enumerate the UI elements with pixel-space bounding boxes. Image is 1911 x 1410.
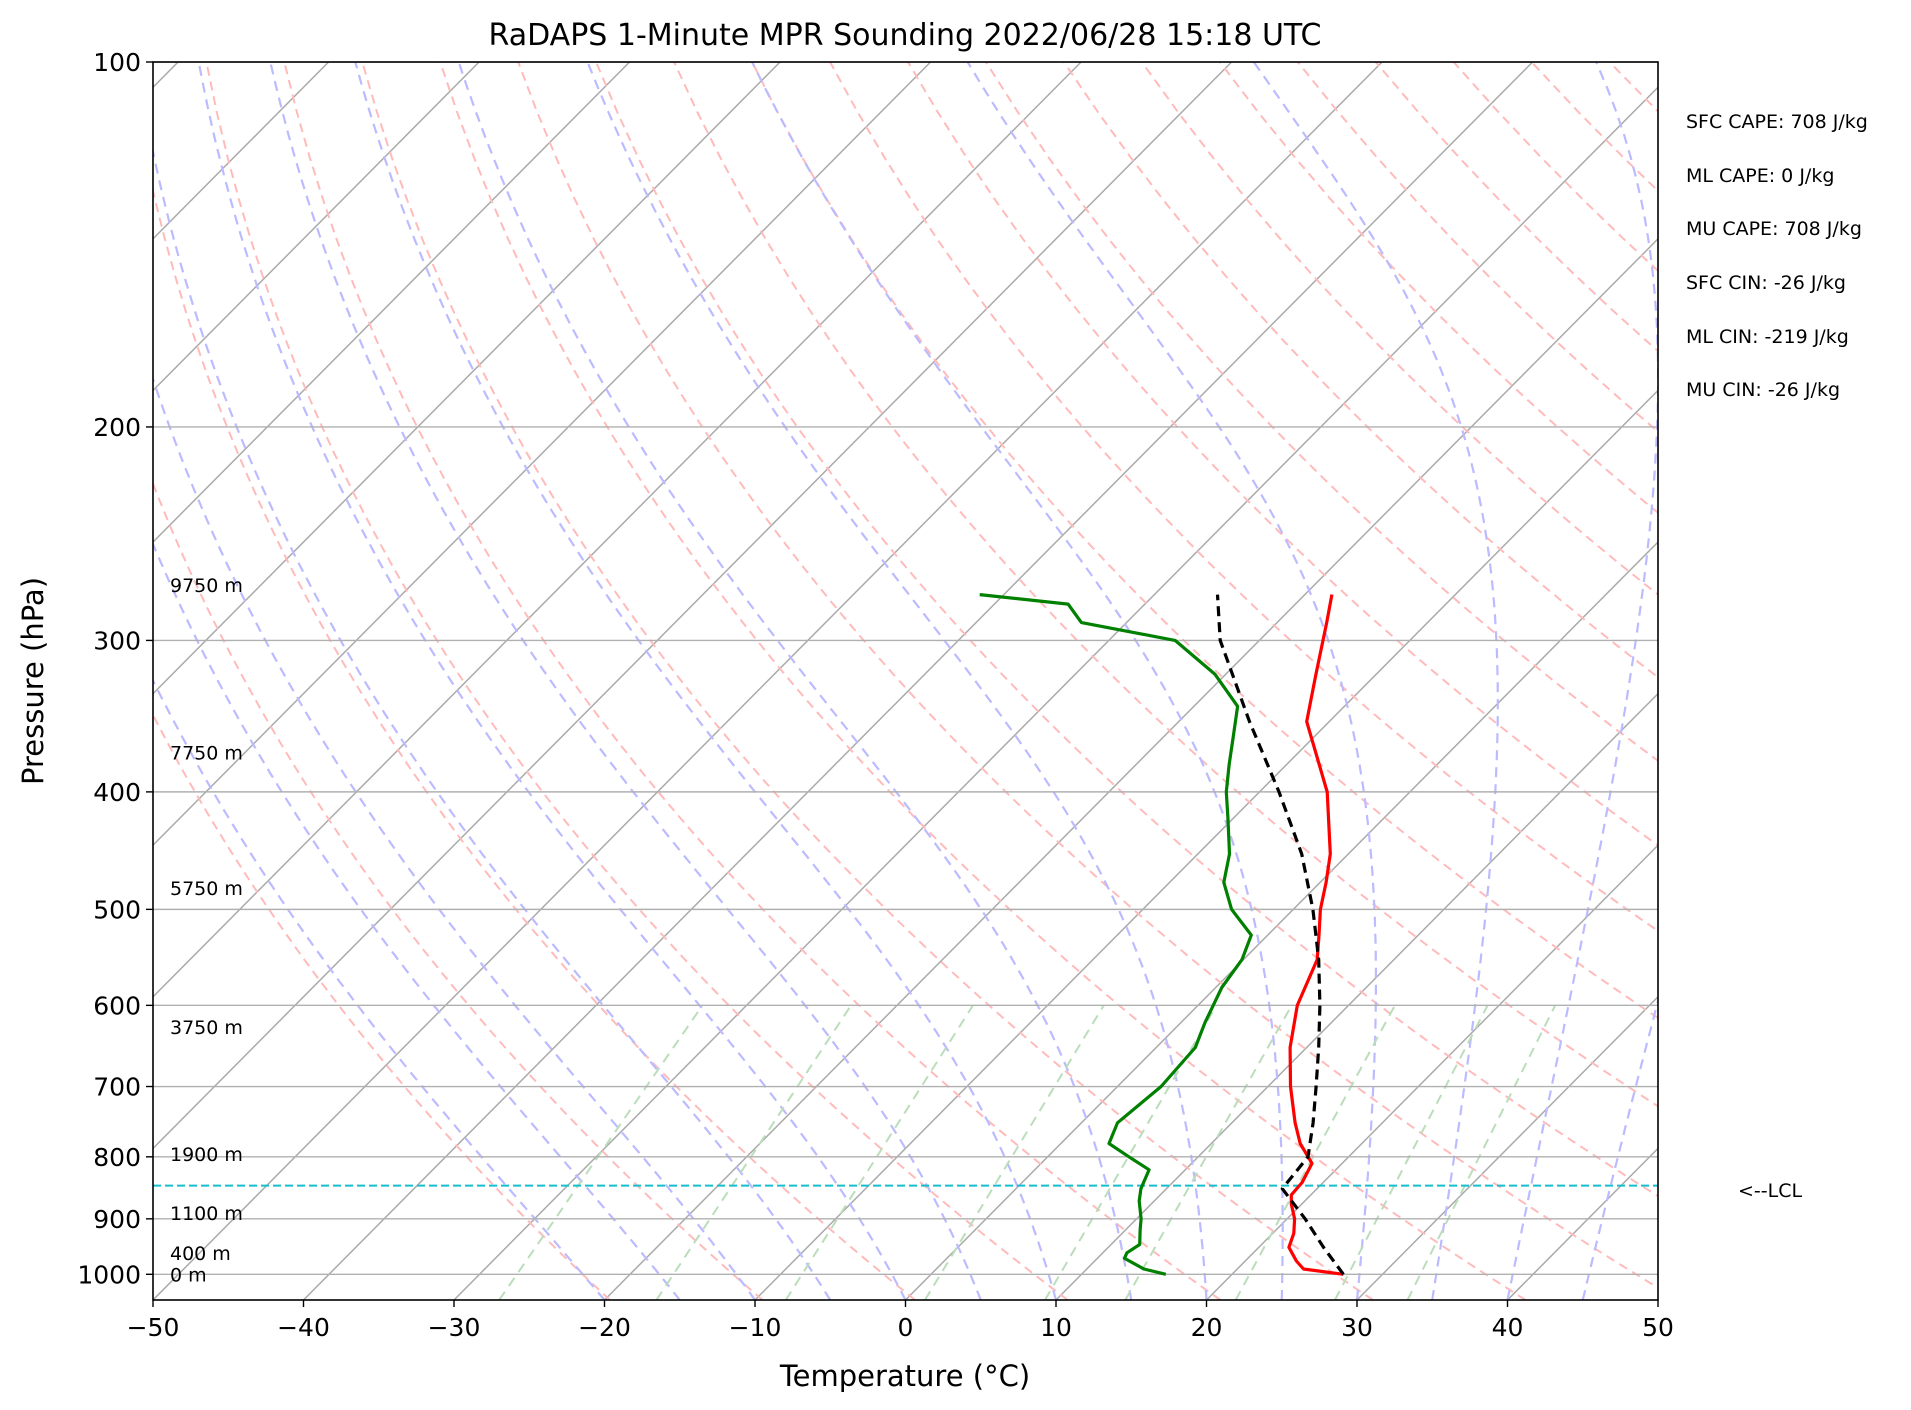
moist-adiabat-line xyxy=(1658,62,1911,1300)
moist-adiabat-line xyxy=(137,62,831,1300)
dry-adiabat-line xyxy=(284,62,1220,1300)
moist-adiabat-line xyxy=(82,62,755,1300)
height-label: 1900 m xyxy=(170,1144,243,1166)
dry-adiabat-line xyxy=(1376,62,1911,1300)
mixing-ratio-line xyxy=(1236,1005,1395,1300)
isotherm-line xyxy=(906,62,1911,1300)
height-label: 5750 m xyxy=(170,878,243,900)
y-tick-label: 400 xyxy=(93,778,141,807)
moist-adiabat-line xyxy=(1583,62,1868,1300)
dry-adiabat-line xyxy=(1142,62,1911,1300)
x-tick-label: 50 xyxy=(1642,1313,1674,1342)
dry-adiabat-line xyxy=(1610,62,1911,1300)
x-tick-label: 0 xyxy=(898,1313,914,1342)
stats-panel: SFC CAPE: 708 J/kg ML CAPE: 0 J/kg MU CA… xyxy=(1686,111,1868,401)
parcel-trace xyxy=(1218,595,1344,1275)
mixing-ratio-line xyxy=(1408,1005,1556,1300)
x-tick-label: −40 xyxy=(277,1313,330,1342)
moist-adiabat-line xyxy=(270,62,981,1300)
height-label: 9750 m xyxy=(170,575,243,597)
dry-adiabat-line xyxy=(908,62,1911,1300)
reference-lines xyxy=(0,62,1911,1300)
isotherm-line xyxy=(1508,62,1911,1300)
y-tick-label: 100 xyxy=(93,48,141,77)
y-tick-label: 600 xyxy=(93,991,141,1020)
x-tick-label: 40 xyxy=(1492,1313,1524,1342)
isotherm-line xyxy=(1658,62,1911,1300)
dry-adiabat-line xyxy=(1688,62,1911,1300)
dry-adiabat-line xyxy=(0,62,610,1300)
dewpoint-trace xyxy=(980,595,1252,1275)
y-tick-label: 700 xyxy=(93,1073,141,1102)
axis-ticks: 1002003004005006007008009001000−50−40−30… xyxy=(77,48,1674,1342)
dry-adiabat-line xyxy=(986,62,1911,1300)
isotherm-line xyxy=(755,62,1911,1300)
isotherm-line xyxy=(3,62,1232,1300)
stat-sfc-cin: SFC CIN: -26 J/kg xyxy=(1686,272,1846,294)
isotherm-line xyxy=(454,62,1683,1300)
height-label: 0 m xyxy=(170,1264,207,1286)
sounding-traces xyxy=(153,595,1658,1275)
moist-adiabat-line xyxy=(32,62,680,1300)
moist-adiabat-line xyxy=(1508,62,1659,1300)
y-tick-label: 900 xyxy=(93,1205,141,1234)
y-tick-label: 800 xyxy=(93,1143,141,1172)
isotherm-line xyxy=(0,62,630,1300)
dry-adiabat-line xyxy=(596,62,1831,1300)
mixing-ratio-line xyxy=(1335,1005,1488,1300)
x-tick-label: 30 xyxy=(1341,1313,1373,1342)
dry-adiabat-line xyxy=(1220,62,1911,1300)
x-tick-label: 10 xyxy=(1040,1313,1072,1342)
height-label: 3750 m xyxy=(170,1017,243,1039)
dry-adiabat-line xyxy=(1766,62,1911,1300)
moist-adiabat-line xyxy=(1254,62,1498,1300)
height-label: 400 m xyxy=(170,1243,231,1265)
dry-adiabat-line xyxy=(1454,62,1911,1300)
height-label: 1100 m xyxy=(170,1203,243,1225)
mixing-ratio-line xyxy=(925,1005,1104,1300)
x-tick-label: −10 xyxy=(729,1313,782,1342)
y-tick-label: 200 xyxy=(93,413,141,442)
x-tick-label: 20 xyxy=(1191,1313,1223,1342)
dry-adiabat-line xyxy=(128,62,915,1300)
mixing-ratio-line xyxy=(656,1005,851,1300)
moist-adiabat-line xyxy=(355,62,1056,1300)
stat-mu-cape: MU CAPE: 708 J/kg xyxy=(1686,218,1862,240)
x-axis-label: Temperature (°C) xyxy=(779,1359,1030,1393)
y-tick-label: 500 xyxy=(93,895,141,924)
dry-adiabat-line xyxy=(1064,62,1911,1300)
height-labels: 9750 m 7750 m 5750 m 3750 m 1900 m 1100 m 400 … xyxy=(170,575,243,1286)
x-tick-label: −50 xyxy=(127,1313,180,1342)
y-tick-label: 300 xyxy=(93,626,141,655)
mixing-ratio-line xyxy=(1045,1005,1216,1300)
isotherm-line xyxy=(304,62,1533,1300)
moist-adiabat-line xyxy=(0,62,605,1300)
y-tick-label: 1000 xyxy=(77,1260,141,1289)
height-label: 7750 m xyxy=(170,742,243,764)
stat-ml-cape: ML CAPE: 0 J/kg xyxy=(1686,165,1834,187)
dry-adiabat-line xyxy=(440,62,1525,1300)
stat-mu-cin: MU CIN: -26 J/kg xyxy=(1686,379,1840,401)
mixing-ratio-line xyxy=(499,1005,702,1300)
isotherm-line xyxy=(0,62,780,1300)
dry-adiabat-line xyxy=(51,62,763,1300)
chart-title: RaDAPS 1-Minute MPR Sounding 2022/06/28 … xyxy=(489,18,1322,53)
dry-adiabat-line xyxy=(1532,62,1911,1300)
lcl-label: <--LCL xyxy=(1738,1180,1802,1202)
dry-adiabat-line xyxy=(1298,62,1911,1300)
stat-sfc-cape: SFC CAPE: 708 J/kg xyxy=(1686,111,1868,133)
y-axis-label: Pressure (hPa) xyxy=(16,577,50,785)
stat-ml-cin: ML CIN: -219 J/kg xyxy=(1686,326,1849,348)
dry-adiabat-line xyxy=(752,62,1911,1300)
isotherm-line xyxy=(153,62,1382,1300)
isotherm-line xyxy=(1207,62,1911,1300)
pressure-gridlines xyxy=(153,62,1658,1274)
dry-adiabat-line xyxy=(518,62,1678,1300)
x-tick-label: −20 xyxy=(578,1313,631,1342)
x-tick-label: −30 xyxy=(428,1313,481,1342)
mixing-ratio-line xyxy=(1125,1005,1291,1300)
isotherm-line xyxy=(0,62,479,1300)
